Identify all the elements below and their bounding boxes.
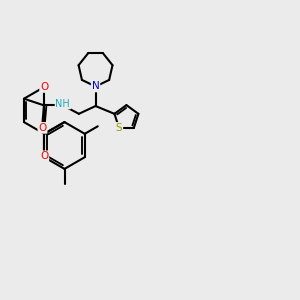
Text: S: S (116, 123, 122, 133)
Text: O: O (40, 151, 48, 161)
Text: O: O (40, 82, 48, 92)
Text: O: O (38, 123, 46, 133)
Text: N: N (92, 82, 99, 92)
Text: NH: NH (56, 99, 70, 109)
